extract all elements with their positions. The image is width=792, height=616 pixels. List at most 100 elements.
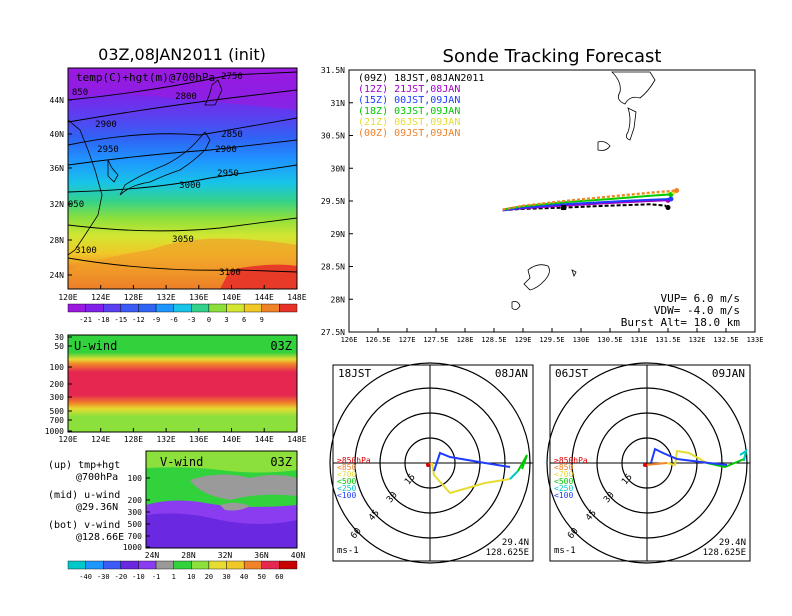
v-wind-label: V-wind	[160, 455, 203, 469]
map-label: temp(C)+hgt(m)@700hPa	[76, 71, 215, 84]
u-lon-tick: 132E	[156, 435, 175, 444]
colorbar-cell	[243, 303, 262, 313]
v-pressure-tick: 1000	[123, 543, 142, 552]
colorbar-label: -20	[115, 573, 128, 581]
v-lat-tick: 36N	[254, 551, 269, 560]
map-lon-tick: 124E	[91, 293, 110, 302]
init-title: 03Z,08JAN2011 (init)	[98, 45, 266, 64]
track-lon-tick: 126E	[341, 336, 358, 344]
track-lon-tick: 129.5E	[539, 336, 564, 344]
colorbar-label: -15	[115, 316, 128, 324]
v-pressure-tick: 700	[128, 532, 143, 541]
contour-label: 3100	[219, 268, 241, 278]
hodo-time-left: 06JST	[555, 367, 588, 380]
hodo-legend-entry: <500	[554, 477, 573, 486]
track-lon-tick: 126.5E	[365, 336, 390, 344]
map-lon-tick: 128E	[124, 293, 143, 302]
map-lon-tick: 140E	[222, 293, 241, 302]
u-wind-label: U-wind	[74, 339, 117, 353]
colorbar-label: -40	[79, 573, 92, 581]
colorbar-cell	[85, 303, 104, 313]
note-mid-level: @29.36N	[76, 502, 118, 513]
track-lon-tick: 128E	[457, 336, 474, 344]
colorbar-label: -6	[169, 316, 177, 324]
colorbar-label: 6	[242, 316, 246, 324]
map-lat-tick: 40N	[50, 130, 65, 139]
track-lon-tick: 130E	[573, 336, 590, 344]
map-lon-ticks: 120E 124E 128E 132E 136E 140E 144E 148E	[58, 285, 307, 302]
hodo-legend-entry: <700	[554, 470, 573, 479]
track-line	[502, 198, 671, 212]
u-pressure-tick: 30	[54, 333, 64, 342]
map-lon-tick: 144E	[255, 293, 274, 302]
param-burst: Burst Alt= 18.0 km	[621, 316, 741, 329]
temperature-colorbar: -21 -18 -15 -12 -9 -6 -3 0 3 6 9	[67, 303, 298, 324]
colorbar-label: 20	[205, 573, 213, 581]
colorbar-label: -10	[132, 573, 145, 581]
map-lat-tick: 24N	[50, 271, 65, 280]
colorbar-label: 60	[275, 573, 283, 581]
note-mid: (mid) u-wind	[48, 490, 120, 501]
u-lon-tick: 136E	[189, 435, 208, 444]
map-lon-tick: 132E	[156, 293, 175, 302]
hodo-origin	[643, 463, 647, 467]
colorbar-label: -9	[152, 316, 160, 324]
v-pressure-tick: 300	[128, 508, 143, 517]
colorbar-cell	[261, 560, 280, 570]
contour-label: 2900	[215, 145, 237, 155]
hodo-legend-entry: ≥850hPa	[337, 456, 371, 465]
track-title: Sonde Tracking Forecast	[443, 46, 662, 67]
track-lon-tick: 127.5E	[423, 336, 448, 344]
hodo-legend-entry: <100	[337, 491, 356, 500]
u-lon-tick: 140E	[222, 435, 241, 444]
colorbar-label: -1	[152, 573, 160, 581]
map-lon-tick: 120E	[58, 293, 77, 302]
note-bot-level: @128.66E	[76, 532, 124, 543]
legend-entry: (15Z) 00JST,09JAN	[358, 95, 460, 106]
u-pressure-tick: 200	[50, 380, 65, 389]
u-lon-tick: 144E	[255, 435, 274, 444]
colorbar-cell	[226, 303, 245, 313]
v-pressure-tick: 200	[128, 496, 143, 505]
hodo-trace	[644, 462, 668, 466]
map-lat-tick: 36N	[50, 164, 65, 173]
colorbar-label: -18	[97, 316, 110, 324]
colorbar-label: -21	[79, 316, 92, 324]
contour-label: 3050	[172, 235, 194, 245]
colorbar-cell	[155, 560, 174, 570]
u-pressure-tick: 500	[50, 407, 65, 416]
hodo-trace	[517, 454, 528, 472]
track-lat-ticks: 31.5N 31N 30.5N 30N 29.5N 29N 28.5N 28N 27.5N	[321, 66, 353, 337]
v-pressure-tick: 500	[128, 520, 143, 529]
map-lon-tick: 136E	[189, 293, 208, 302]
contour-label: 2950	[97, 145, 119, 155]
u-pressure-tick: 700	[50, 416, 65, 425]
track-lat-tick: 30.5N	[321, 132, 345, 141]
map-lat-tick: 32N	[50, 200, 65, 209]
map-lon-tick: 148E	[287, 293, 306, 302]
colorbar-cell	[67, 303, 86, 313]
colorbar-cell	[85, 560, 104, 570]
contour-label: 3000	[179, 181, 201, 191]
v-lat-tick: 28N	[181, 551, 196, 560]
map-lat-tick: 44N	[50, 96, 65, 105]
u-wind-section	[68, 335, 297, 432]
colorbar-cell	[173, 560, 192, 570]
v-wind-time: 03Z	[270, 455, 292, 469]
param-vup: VUP= 6.0 m/s	[661, 292, 740, 305]
v-wind-section	[146, 451, 297, 548]
hodo-time-left: 18JST	[338, 367, 371, 380]
legend-entry: (21Z) 06JST,09JAN	[358, 117, 460, 128]
hodo-trace	[433, 451, 511, 472]
colorbar-label: 30	[222, 573, 230, 581]
u-lon-tick: 120E	[58, 435, 77, 444]
track-line	[502, 189, 677, 211]
hodo-trace	[666, 449, 708, 467]
colorbar-cell	[191, 303, 210, 313]
colorbar-label: 50	[258, 573, 266, 581]
note-up: (up) tmp+hgt	[48, 460, 120, 471]
